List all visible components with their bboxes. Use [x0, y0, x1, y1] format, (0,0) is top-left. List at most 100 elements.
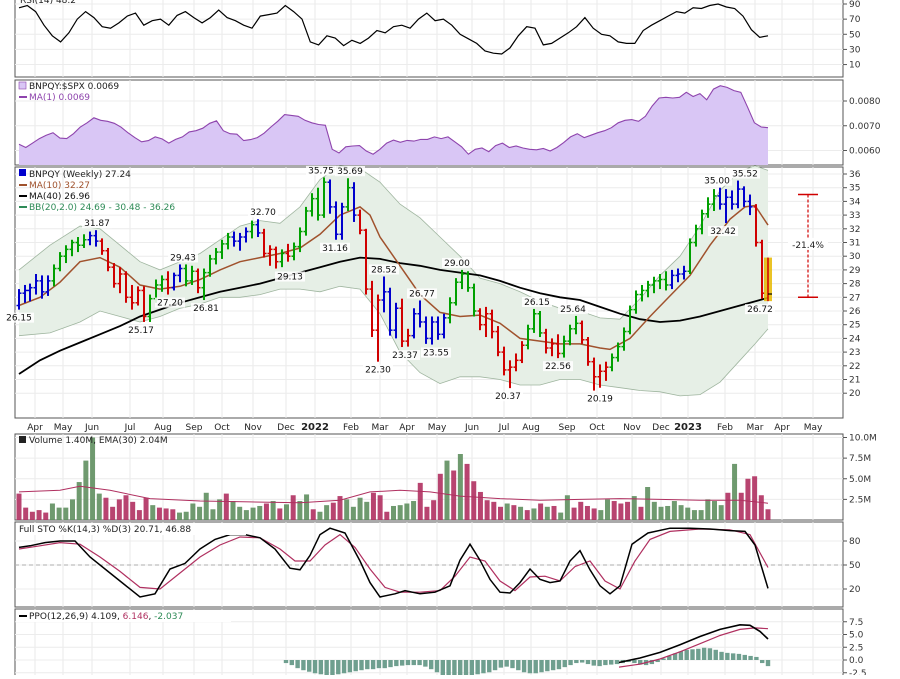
volume-bar: [150, 505, 156, 520]
volume-bar: [116, 499, 122, 520]
ppo-hist-bar: [754, 656, 759, 660]
ohlc-bar: [657, 274, 663, 290]
volume-bar: [177, 512, 182, 520]
volume-bar: [384, 511, 390, 520]
annotation-bg: [407, 288, 437, 299]
ppo-hist-bar: [527, 660, 533, 674]
ohlc-bar: [639, 284, 645, 302]
ohlc-bar: [51, 264, 57, 287]
y-tick-label: 50: [849, 561, 861, 571]
volume-bar: [337, 496, 343, 520]
ppo-hist-bar: [556, 660, 562, 670]
ppo-hist-bar: [690, 649, 695, 660]
ohlc-bar: [579, 320, 585, 344]
volume-bar: [110, 506, 116, 520]
ppo-hist-bar: [353, 660, 358, 672]
annotation-bg: [421, 347, 451, 358]
y-tick-label: 70: [849, 15, 861, 25]
volume-bar: [758, 495, 764, 520]
ppo-hist-bar: [730, 653, 736, 660]
rsi-header: RSI(14) 48.2: [20, 0, 76, 6]
annotation-bg: [442, 257, 472, 268]
annotation-bg: [543, 361, 573, 372]
ohlc-bar: [207, 254, 213, 277]
y-tick-label: 10: [849, 61, 861, 71]
volume-bar: [477, 491, 483, 520]
price-annotation: 23.55: [423, 349, 449, 359]
ohlc-bar: [183, 264, 189, 287]
ppo-header-part: PPO(12,26,9) 4.109,: [29, 612, 123, 622]
y-tick-label: 0.0080: [849, 97, 881, 107]
ohlc-bar: [573, 315, 579, 335]
y-tick-label: 7.5: [849, 618, 863, 628]
ohlc-bar: [117, 267, 123, 294]
ppo-hist-bar: [609, 660, 614, 665]
volume-bar: [504, 503, 510, 520]
volume-bar: [90, 437, 96, 520]
price-annotation: 35.69: [337, 167, 363, 177]
x-tick-label: Feb: [343, 423, 359, 433]
ppo-hist-bar: [446, 660, 451, 677]
volume-bar: [317, 511, 323, 520]
ohlc-bar: [609, 353, 615, 372]
price-legend-swatch: [19, 169, 26, 176]
volume-bar: [725, 492, 731, 520]
y-tick-label: 50: [849, 30, 861, 40]
ppo-hist-bar: [475, 660, 480, 675]
volume-bar: [457, 454, 463, 520]
annotation-bg: [493, 391, 523, 402]
ohlc-bar: [231, 231, 237, 247]
ppo-hist-bar: [376, 660, 382, 669]
y-tick-label: 0.0: [849, 656, 864, 666]
y-tick-label: 33: [849, 211, 860, 221]
ppo-hist-bar: [701, 647, 707, 660]
ohlc-bar: [627, 305, 633, 335]
price-annotation: 26.77: [409, 289, 435, 299]
volume-bar: [484, 500, 490, 520]
volume-bar: [618, 503, 624, 520]
ppo-hist-bar: [568, 660, 573, 666]
ohlc-bar: [39, 275, 45, 299]
ohlc-bar: [693, 224, 699, 247]
price-annotation: 26.81: [193, 304, 219, 314]
x-tick-label: Jul: [124, 423, 136, 433]
ohlc-bar: [285, 243, 291, 262]
price-annotation: 23.37: [392, 351, 418, 361]
ppo-hist-bar: [707, 648, 713, 660]
ohlc-bar: [393, 302, 399, 339]
sto-k-line: [18, 527, 769, 598]
ohlc-bar: [387, 287, 393, 336]
ppo-header: PPO(12,26,9) 4.109, 6.146, -2.037: [29, 612, 183, 622]
y-tick-label: 10.0M: [849, 434, 877, 444]
y-tick-label: 0.0060: [849, 147, 881, 157]
ppo-line: [618, 623, 769, 664]
ohlc-bar: [195, 268, 201, 294]
ohlc-bar: [123, 271, 129, 303]
ppo-hist-bar: [579, 660, 585, 663]
volume-bar: [571, 507, 577, 520]
annotation-bg: [390, 350, 420, 361]
ppo-hist-bar: [365, 660, 370, 670]
volume-bar: [203, 492, 209, 520]
sto-header-bg: [16, 523, 246, 535]
ohlc-bar: [201, 268, 207, 301]
volume-bar: [511, 505, 517, 520]
ohlc-bar: [411, 308, 417, 339]
ohlc-bar: [363, 228, 369, 295]
volume-bar: [738, 492, 744, 520]
annotation-bg: [745, 304, 775, 315]
ppo-hist-bar: [399, 660, 405, 666]
ppo-hist-bar: [667, 655, 672, 660]
volume-bar: [551, 505, 557, 520]
ohlc-bar: [723, 189, 729, 224]
range-marker-label: -21.4%: [792, 241, 824, 251]
ppo-hist-bar: [521, 660, 527, 673]
ohlc-bar: [711, 189, 717, 211]
price-annotation: 25.17: [128, 326, 154, 336]
volume-bar: [698, 510, 704, 520]
volume-bar: [70, 499, 75, 520]
x-tick-label: 2023: [674, 422, 702, 433]
y-tick-label: 80: [849, 537, 861, 547]
ohlc-bar: [501, 346, 507, 376]
ppo-hist-bar: [510, 660, 515, 669]
